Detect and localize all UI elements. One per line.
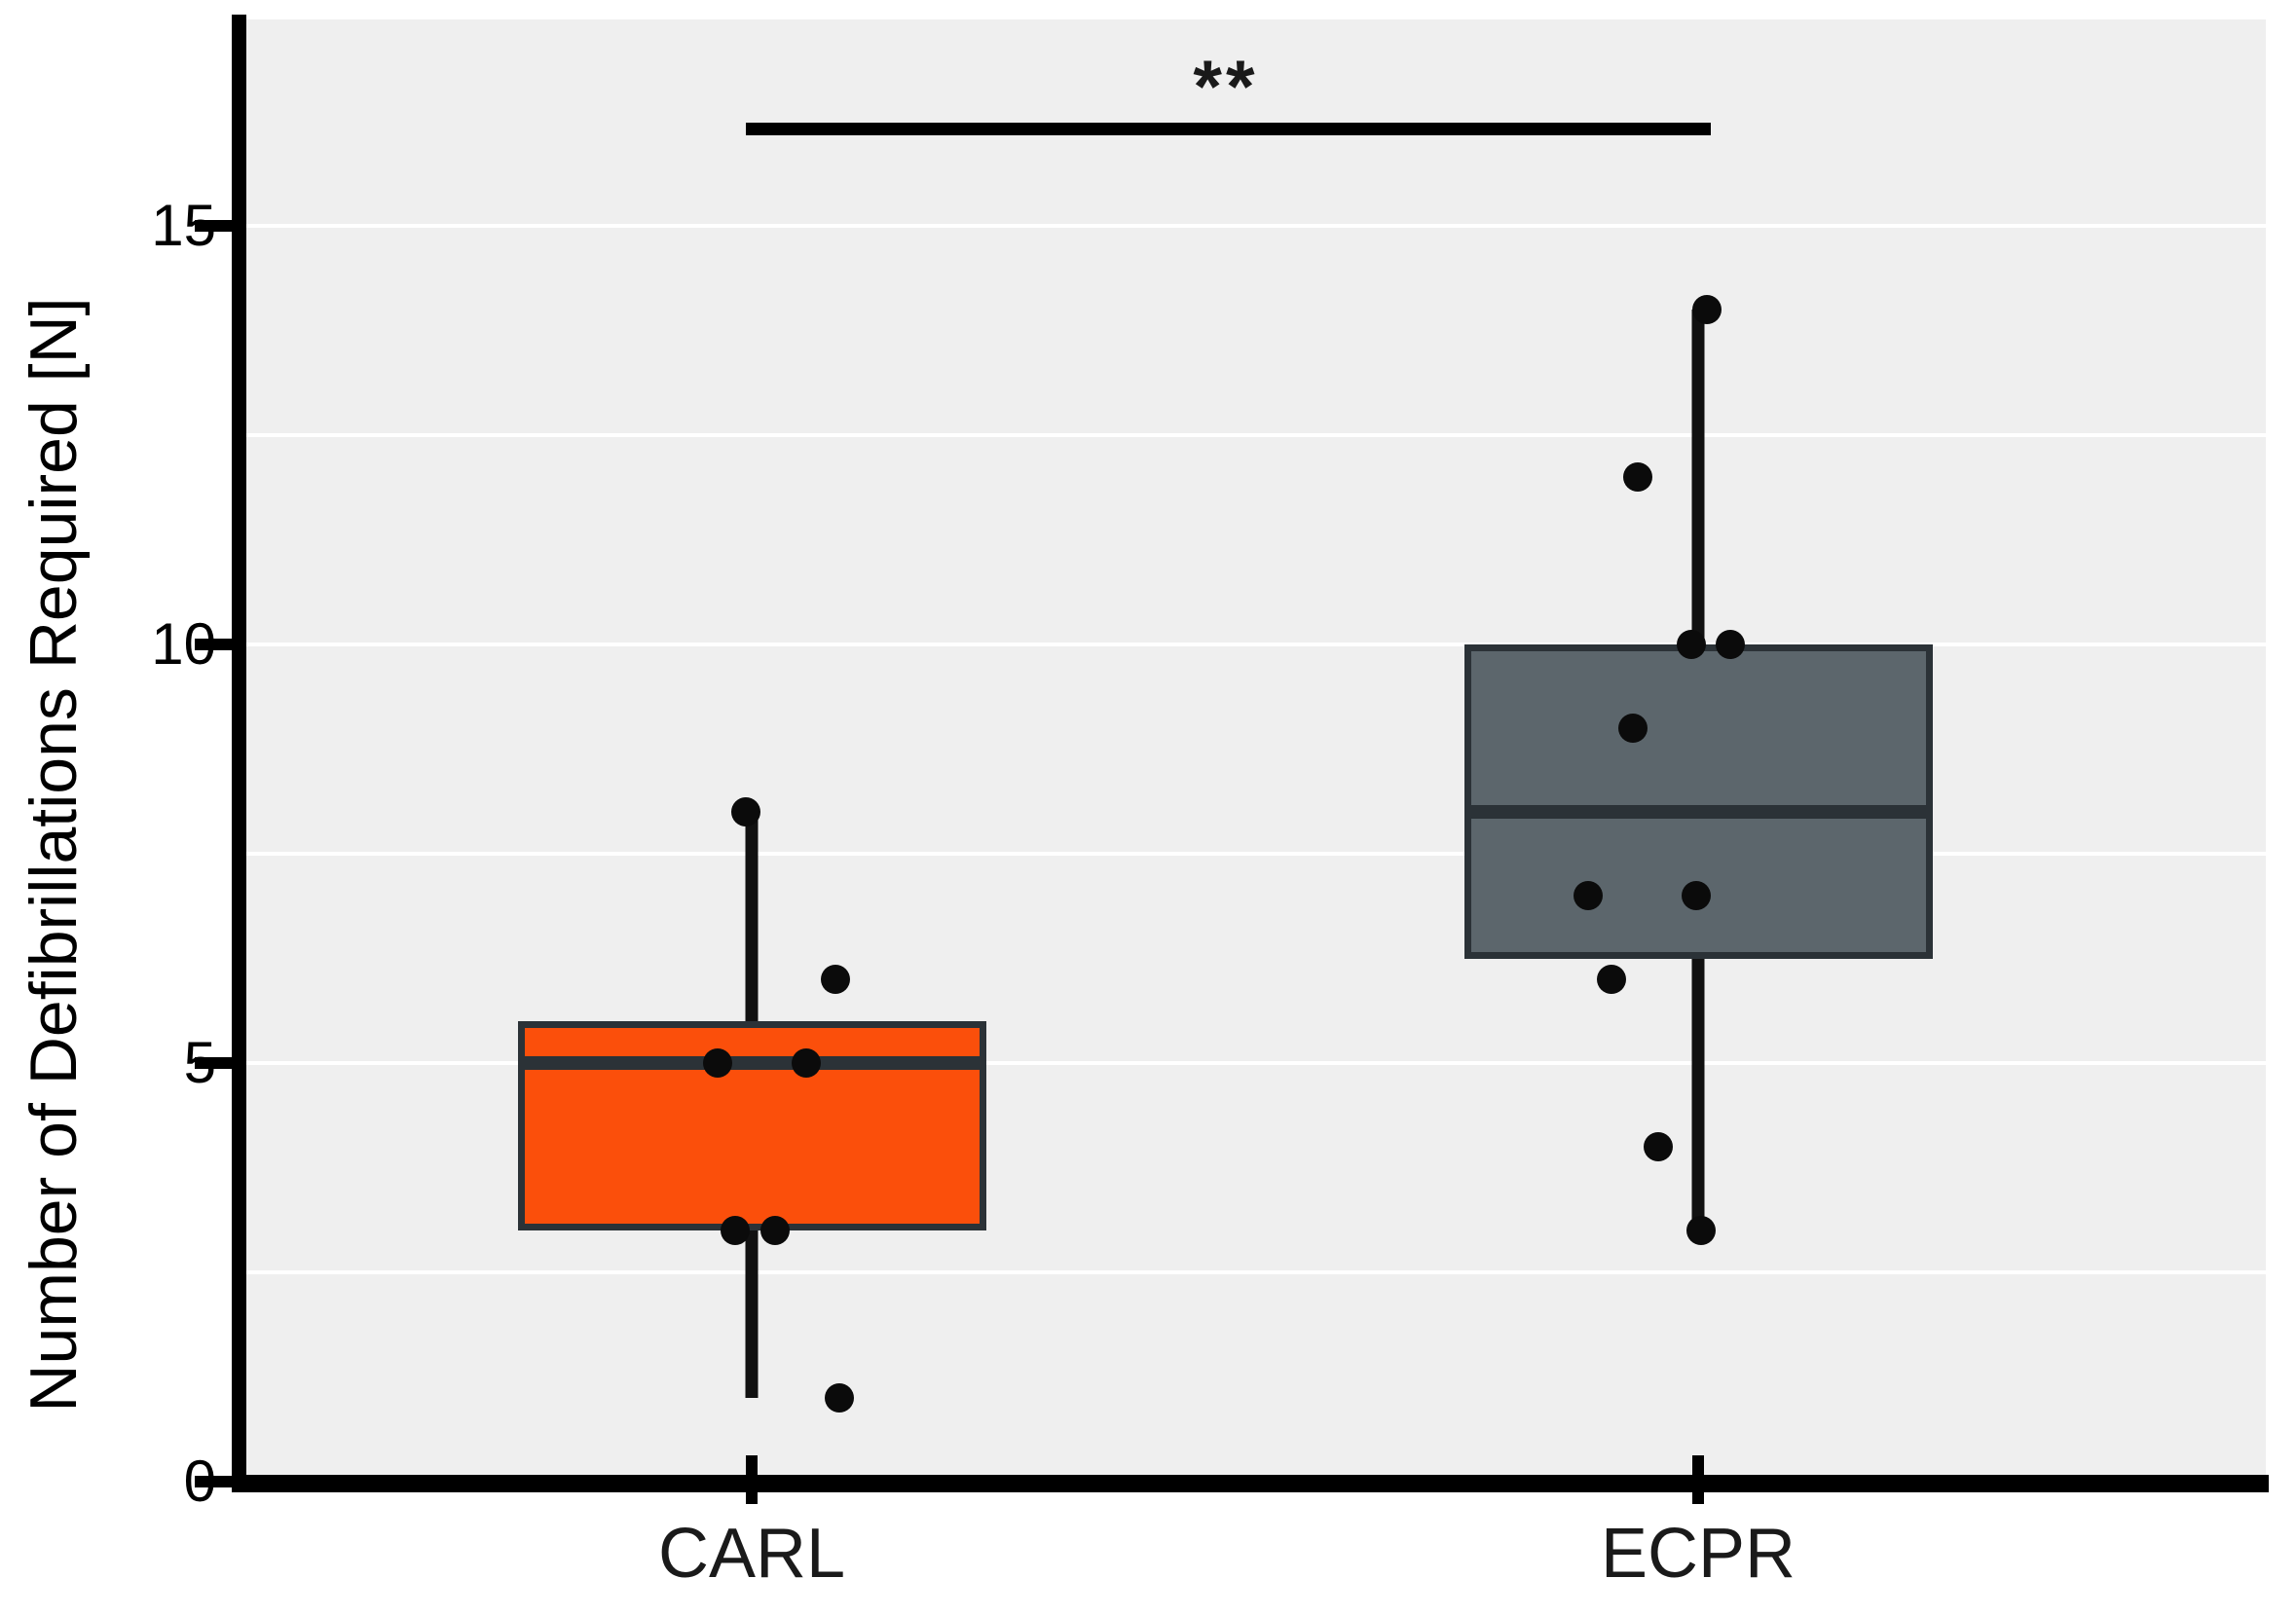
carl-data-point (721, 1216, 750, 1245)
carl-median-line (517, 1056, 986, 1070)
carl-data-point (792, 1048, 821, 1078)
carl-upper-whisker (745, 812, 759, 1021)
y-tick-label-0: 0 (183, 1449, 216, 1514)
x-category-label-carl: CARL (657, 1515, 846, 1593)
ecpr-data-point (1623, 462, 1652, 492)
ecpr-data-point (1716, 630, 1745, 659)
carl-data-point (703, 1048, 732, 1078)
y-axis-line (232, 15, 246, 1492)
y-axis-title: Number of Defibrillations Required [N] (17, 297, 91, 1413)
carl-data-point (760, 1216, 790, 1245)
significance-bar (746, 123, 1711, 135)
ecpr-median-line (1463, 805, 1933, 819)
x-axis-line (232, 1475, 2269, 1492)
gridline-y15 (246, 224, 2266, 228)
gridline-y12.5 (246, 433, 2266, 437)
gridline-y5 (246, 1061, 2266, 1065)
y-tick-15 (195, 220, 232, 232)
y-tick-label-10: 10 (151, 611, 216, 677)
ecpr-data-point (1677, 630, 1706, 659)
plot-panel (246, 19, 2266, 1482)
ecpr-data-point (1682, 881, 1711, 910)
ecpr-data-point (1692, 295, 1722, 324)
ecpr-data-point (1618, 714, 1648, 743)
ecpr-data-point (1686, 1216, 1716, 1245)
ecpr-upper-whisker (1691, 310, 1705, 644)
ecpr-data-point (1574, 881, 1603, 910)
y-tick-5 (195, 1057, 232, 1069)
carl-data-point (821, 965, 850, 994)
ecpr-lower-whisker (1691, 958, 1705, 1230)
ecpr-box (1463, 644, 1933, 959)
ecpr-data-point (1644, 1132, 1673, 1161)
x-category-label-ecpr: ECPR (1600, 1515, 1796, 1593)
significance-stars: ** (1193, 46, 1259, 128)
gridline-y10 (246, 642, 2266, 646)
y-tick-10 (195, 639, 232, 650)
carl-data-point (825, 1383, 854, 1413)
ecpr-data-point (1597, 965, 1626, 994)
gridline-y2.5 (246, 1270, 2266, 1274)
gridline-y7.5 (246, 852, 2266, 856)
y-tick-label-15: 15 (151, 193, 216, 258)
carl-lower-whisker (745, 1230, 759, 1398)
carl-box (517, 1021, 986, 1230)
y-tick-0 (195, 1476, 232, 1487)
carl-data-point (731, 797, 760, 826)
y-tick-label-5: 5 (183, 1030, 216, 1095)
